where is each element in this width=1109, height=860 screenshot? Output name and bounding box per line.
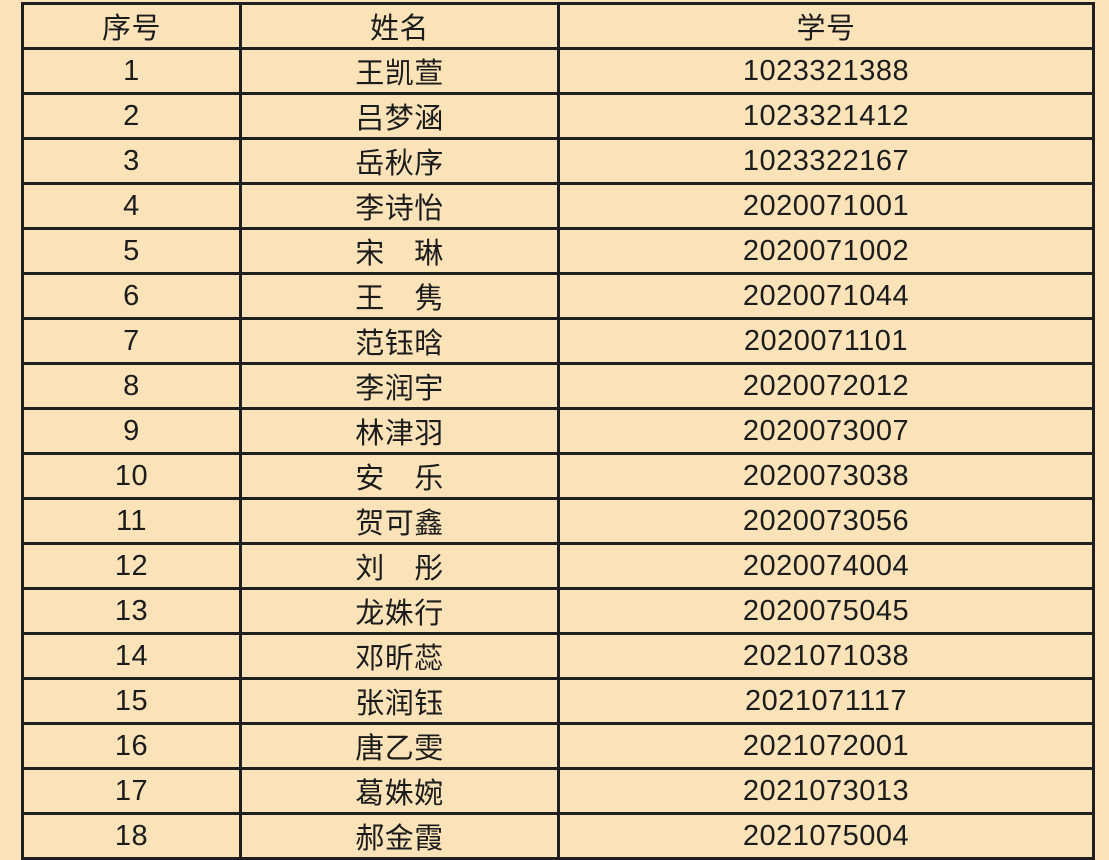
cell-student-id: 2020071101 — [557, 317, 1095, 365]
cell-index: 7 — [21, 317, 242, 365]
cell-index: 12 — [21, 542, 242, 590]
table-row: 8 李润宇 2020072012 — [21, 362, 1095, 410]
table-row: 17 葛姝婉 2021073013 — [21, 767, 1095, 815]
cell-student-id: 2020075045 — [557, 587, 1095, 635]
cell-student-id: 2020071001 — [557, 182, 1095, 230]
table-row: 1 王凯萱 1023321388 — [21, 47, 1095, 95]
cell-index: 4 — [21, 182, 242, 230]
table-row: 3 岳秋序 1023322167 — [21, 137, 1095, 185]
cell-name: 贺可鑫 — [239, 497, 560, 545]
cell-student-id: 2020071044 — [557, 272, 1095, 320]
column-header-name: 姓名 — [239, 2, 560, 50]
cell-student-id: 2021073013 — [557, 767, 1095, 815]
cell-student-id: 1023322167 — [557, 137, 1095, 185]
cell-index: 16 — [21, 722, 242, 770]
cell-name: 吕梦涵 — [239, 92, 560, 140]
cell-name: 王 隽 — [239, 272, 560, 320]
cell-student-id: 2021071038 — [557, 632, 1095, 680]
cell-name: 安 乐 — [239, 452, 560, 500]
cell-index: 2 — [21, 92, 242, 140]
student-roster-table: 序号 姓名 学号 1 王凯萱 1023321388 2 吕梦涵 10233214… — [21, 2, 1095, 860]
cell-index: 1 — [21, 47, 242, 95]
table-row: 2 吕梦涵 1023321412 — [21, 92, 1095, 140]
cell-student-id: 2021075004 — [557, 812, 1095, 860]
cell-student-id: 1023321388 — [557, 47, 1095, 95]
cell-student-id: 2020071002 — [557, 227, 1095, 275]
table-row: 4 李诗怡 2020071001 — [21, 182, 1095, 230]
cell-index: 10 — [21, 452, 242, 500]
cell-name: 范钰晗 — [239, 317, 560, 365]
table-row: 18 郝金霞 2021075004 — [21, 812, 1095, 860]
cell-index: 14 — [21, 632, 242, 680]
cell-name: 邓昕蕊 — [239, 632, 560, 680]
column-header-index: 序号 — [21, 2, 242, 50]
cell-student-id: 2021071117 — [557, 677, 1095, 725]
cell-student-id: 2020074004 — [557, 542, 1095, 590]
cell-name: 张润钰 — [239, 677, 560, 725]
cell-index: 9 — [21, 407, 242, 455]
column-header-student-id: 学号 — [557, 2, 1095, 50]
cell-name: 葛姝婉 — [239, 767, 560, 815]
cell-index: 8 — [21, 362, 242, 410]
cell-student-id: 2020073056 — [557, 497, 1095, 545]
cell-index: 3 — [21, 137, 242, 185]
cell-index: 13 — [21, 587, 242, 635]
cell-student-id: 2020072012 — [557, 362, 1095, 410]
cell-name: 宋 琳 — [239, 227, 560, 275]
cell-student-id: 2021072001 — [557, 722, 1095, 770]
table-row: 13 龙姝行 2020075045 — [21, 587, 1095, 635]
table-row: 15 张润钰 2021071117 — [21, 677, 1095, 725]
cell-name: 岳秋序 — [239, 137, 560, 185]
cell-index: 17 — [21, 767, 242, 815]
table-row: 6 王 隽 2020071044 — [21, 272, 1095, 320]
table-row: 16 唐乙雯 2021072001 — [21, 722, 1095, 770]
cell-student-id: 2020073038 — [557, 452, 1095, 500]
cell-index: 5 — [21, 227, 242, 275]
cell-name: 李诗怡 — [239, 182, 560, 230]
cell-name: 王凯萱 — [239, 47, 560, 95]
table-row: 11 贺可鑫 2020073056 — [21, 497, 1095, 545]
table-row: 10 安 乐 2020073038 — [21, 452, 1095, 500]
cell-name: 唐乙雯 — [239, 722, 560, 770]
header-row: 序号 姓名 学号 — [21, 2, 1095, 50]
table-row: 14 邓昕蕊 2021071038 — [21, 632, 1095, 680]
table-row: 7 范钰晗 2020071101 — [21, 317, 1095, 365]
table-row: 12 刘 彤 2020074004 — [21, 542, 1095, 590]
table-row: 5 宋 琳 2020071002 — [21, 227, 1095, 275]
cell-name: 李润宇 — [239, 362, 560, 410]
cell-index: 15 — [21, 677, 242, 725]
cell-name: 刘 彤 — [239, 542, 560, 590]
cell-name: 龙姝行 — [239, 587, 560, 635]
cell-index: 6 — [21, 272, 242, 320]
table-row: 9 林津羽 2020073007 — [21, 407, 1095, 455]
cell-name: 郝金霞 — [239, 812, 560, 860]
cell-index: 11 — [21, 497, 242, 545]
cell-student-id: 2020073007 — [557, 407, 1095, 455]
cell-index: 18 — [21, 812, 242, 860]
cell-name: 林津羽 — [239, 407, 560, 455]
cell-student-id: 1023321412 — [557, 92, 1095, 140]
